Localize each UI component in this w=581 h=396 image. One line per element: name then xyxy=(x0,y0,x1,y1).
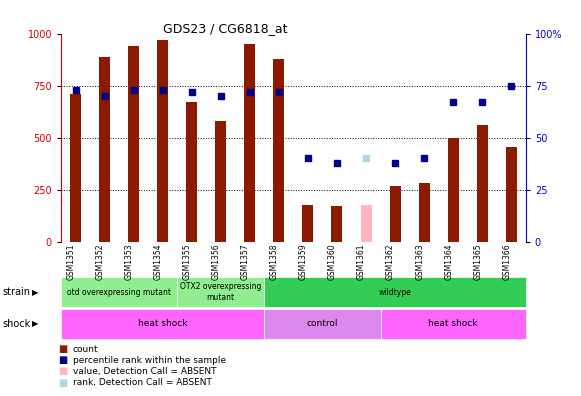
Text: ■: ■ xyxy=(58,355,67,366)
Bar xyxy=(128,46,139,242)
Bar xyxy=(418,183,430,242)
Text: GSM1361: GSM1361 xyxy=(357,244,366,280)
Text: GSM1364: GSM1364 xyxy=(444,244,453,280)
Bar xyxy=(274,59,285,242)
Text: ▶: ▶ xyxy=(32,319,38,328)
Text: GSM1355: GSM1355 xyxy=(183,244,192,280)
Text: heat shock: heat shock xyxy=(138,319,188,328)
Text: otd overexpressing mutant: otd overexpressing mutant xyxy=(67,287,171,297)
Text: GSM1366: GSM1366 xyxy=(503,244,511,280)
Bar xyxy=(70,94,81,242)
Text: GSM1352: GSM1352 xyxy=(96,244,105,280)
Text: ▶: ▶ xyxy=(32,287,38,297)
Text: value, Detection Call = ABSENT: value, Detection Call = ABSENT xyxy=(73,367,216,376)
Text: strain: strain xyxy=(3,287,31,297)
Bar xyxy=(187,102,198,242)
Text: control: control xyxy=(307,319,338,328)
Text: GSM1354: GSM1354 xyxy=(154,244,163,280)
Bar xyxy=(360,205,372,242)
Text: GSM1359: GSM1359 xyxy=(299,244,308,280)
Text: OTX2 overexpressing
mutant: OTX2 overexpressing mutant xyxy=(180,282,261,302)
Text: GSM1351: GSM1351 xyxy=(67,244,76,280)
Text: GSM1356: GSM1356 xyxy=(212,244,221,280)
Text: shock: shock xyxy=(3,319,31,329)
Bar xyxy=(216,121,227,242)
Text: percentile rank within the sample: percentile rank within the sample xyxy=(73,356,226,365)
Text: heat shock: heat shock xyxy=(428,319,478,328)
Bar xyxy=(157,40,168,242)
Text: GSM1357: GSM1357 xyxy=(241,244,250,280)
Text: ■: ■ xyxy=(58,344,67,354)
Text: GSM1362: GSM1362 xyxy=(386,244,395,280)
Text: GDS23 / CG6818_at: GDS23 / CG6818_at xyxy=(163,22,287,35)
Text: ■: ■ xyxy=(58,366,67,377)
Bar xyxy=(477,125,488,242)
Bar xyxy=(390,187,401,242)
Text: count: count xyxy=(73,345,98,354)
Bar xyxy=(303,205,314,242)
Text: GSM1358: GSM1358 xyxy=(270,244,279,280)
Text: GSM1360: GSM1360 xyxy=(328,244,337,280)
Bar xyxy=(448,138,459,242)
Text: wildtype: wildtype xyxy=(379,287,411,297)
Text: GSM1365: GSM1365 xyxy=(474,244,482,280)
Bar xyxy=(505,147,517,242)
Text: ■: ■ xyxy=(58,377,67,388)
Text: GSM1353: GSM1353 xyxy=(125,244,134,280)
Text: GSM1363: GSM1363 xyxy=(415,244,424,280)
Bar xyxy=(331,206,343,242)
Bar xyxy=(99,57,110,242)
Text: rank, Detection Call = ABSENT: rank, Detection Call = ABSENT xyxy=(73,378,211,387)
Bar xyxy=(245,44,256,242)
